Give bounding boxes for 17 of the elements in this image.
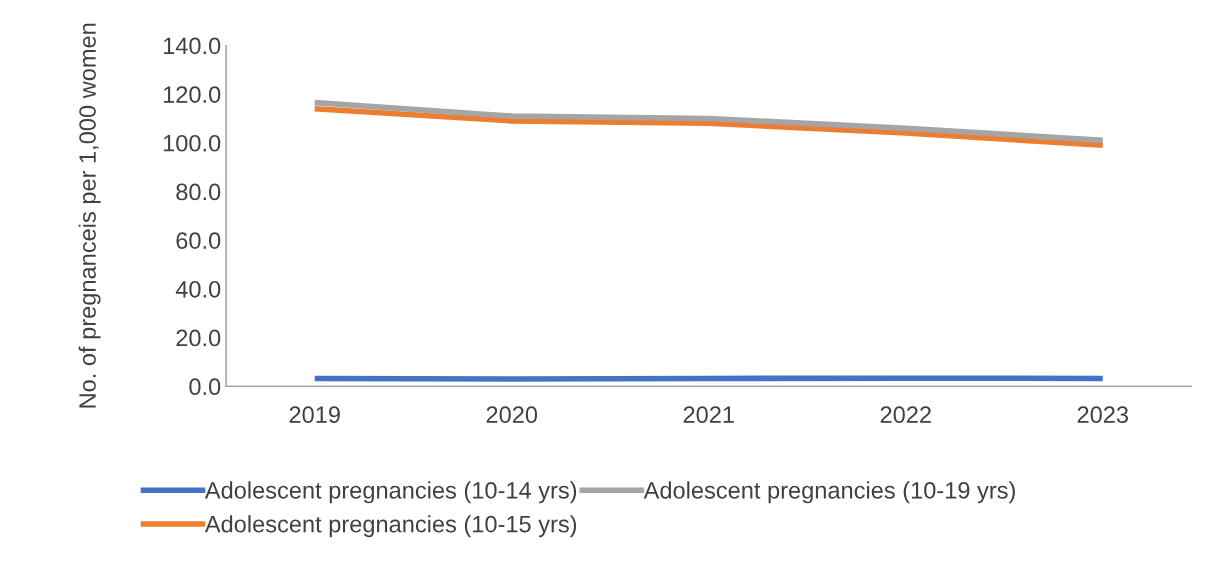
x-tick-label: 2022 [880, 406, 931, 424]
y-tick-label: 100.0 [163, 134, 221, 152]
y-tick-label: 40.0 [175, 280, 221, 298]
y-axis-title: No. of pregnanceis per 1,000 women [78, 23, 101, 408]
y-tick-label: 140.0 [163, 37, 221, 55]
y-tick-label: 0.0 [189, 378, 221, 396]
legend-label: Adolescent pregnancies (10-19 yrs) [643, 481, 1015, 504]
x-tick-label: 2023 [1077, 406, 1129, 424]
y-tick-label: 20.0 [176, 329, 221, 347]
x-tick-label: 2020 [486, 406, 538, 424]
y-tick-label: 120.0 [163, 86, 221, 103]
x-tick-label: 2021 [683, 406, 734, 424]
legend-label: Adolescent pregnancies (10-14 yrs) [204, 481, 577, 504]
x-tick-label: 2019 [289, 406, 340, 424]
y-tick-label: 60.0 [176, 232, 221, 249]
legend-label: Adolescent pregnancies (10-15 yrs) [204, 515, 577, 538]
y-tick-label: 80.0 [176, 183, 221, 201]
